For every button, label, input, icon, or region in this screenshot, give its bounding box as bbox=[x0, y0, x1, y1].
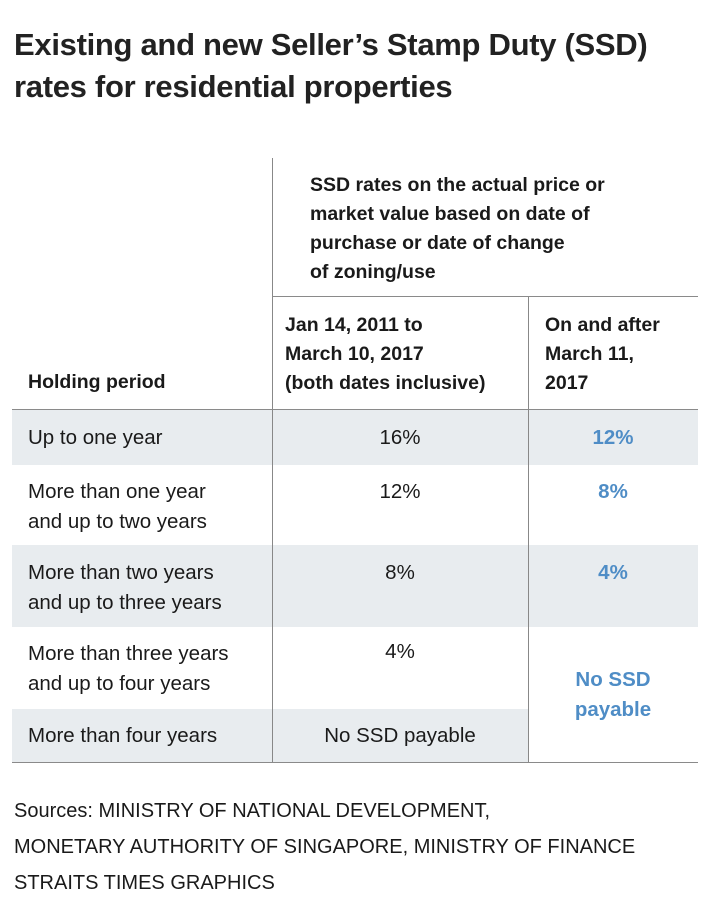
column-header-old-rates: Jan 14, 2011 to March 10, 2017 (both dat… bbox=[285, 314, 486, 394]
row-5-old-rate: No SSD payable bbox=[324, 724, 476, 747]
column-group-header: SSD rates on the actual price or market … bbox=[310, 174, 605, 283]
table-bottom-rule bbox=[12, 762, 698, 763]
row-1-new-rate: 12% bbox=[592, 426, 634, 449]
row-band-1 bbox=[12, 410, 698, 465]
row-1-period: Up to one year bbox=[28, 426, 163, 449]
row-band-3 bbox=[12, 545, 698, 627]
row-1-old-rate: 16% bbox=[379, 426, 421, 449]
row-3-period: More than two years and up to three year… bbox=[28, 561, 222, 614]
row-2-old-rate: 12% bbox=[379, 480, 421, 503]
row-4-old-rate: 4% bbox=[385, 640, 415, 663]
header-subrule bbox=[272, 296, 698, 297]
page-title: Existing and new Seller’s Stamp Duty (SS… bbox=[14, 27, 648, 104]
column-header-holding-period: Holding period bbox=[28, 371, 166, 393]
row-4-period: More than three years and up to four yea… bbox=[28, 642, 229, 695]
sources: Sources: MINISTRY OF NATIONAL DEVELOPMEN… bbox=[14, 800, 636, 894]
row-3-new-rate: 4% bbox=[598, 561, 628, 584]
merged-new-rate: No SSD payable bbox=[574, 668, 652, 721]
row-5-period: More than four years bbox=[28, 724, 218, 747]
row-2-period: More than one year and up to two years bbox=[28, 480, 207, 533]
column-divider-1 bbox=[272, 158, 273, 763]
row-band-5 bbox=[12, 709, 528, 762]
header-bottom-rule bbox=[12, 409, 698, 410]
merged-cell-bg bbox=[529, 627, 698, 762]
column-divider-2 bbox=[528, 296, 529, 763]
column-header-new-rates: On and after March 11, 2017 bbox=[545, 314, 660, 394]
row-2-new-rate: 8% bbox=[598, 480, 628, 503]
row-3-old-rate: 8% bbox=[385, 561, 415, 584]
